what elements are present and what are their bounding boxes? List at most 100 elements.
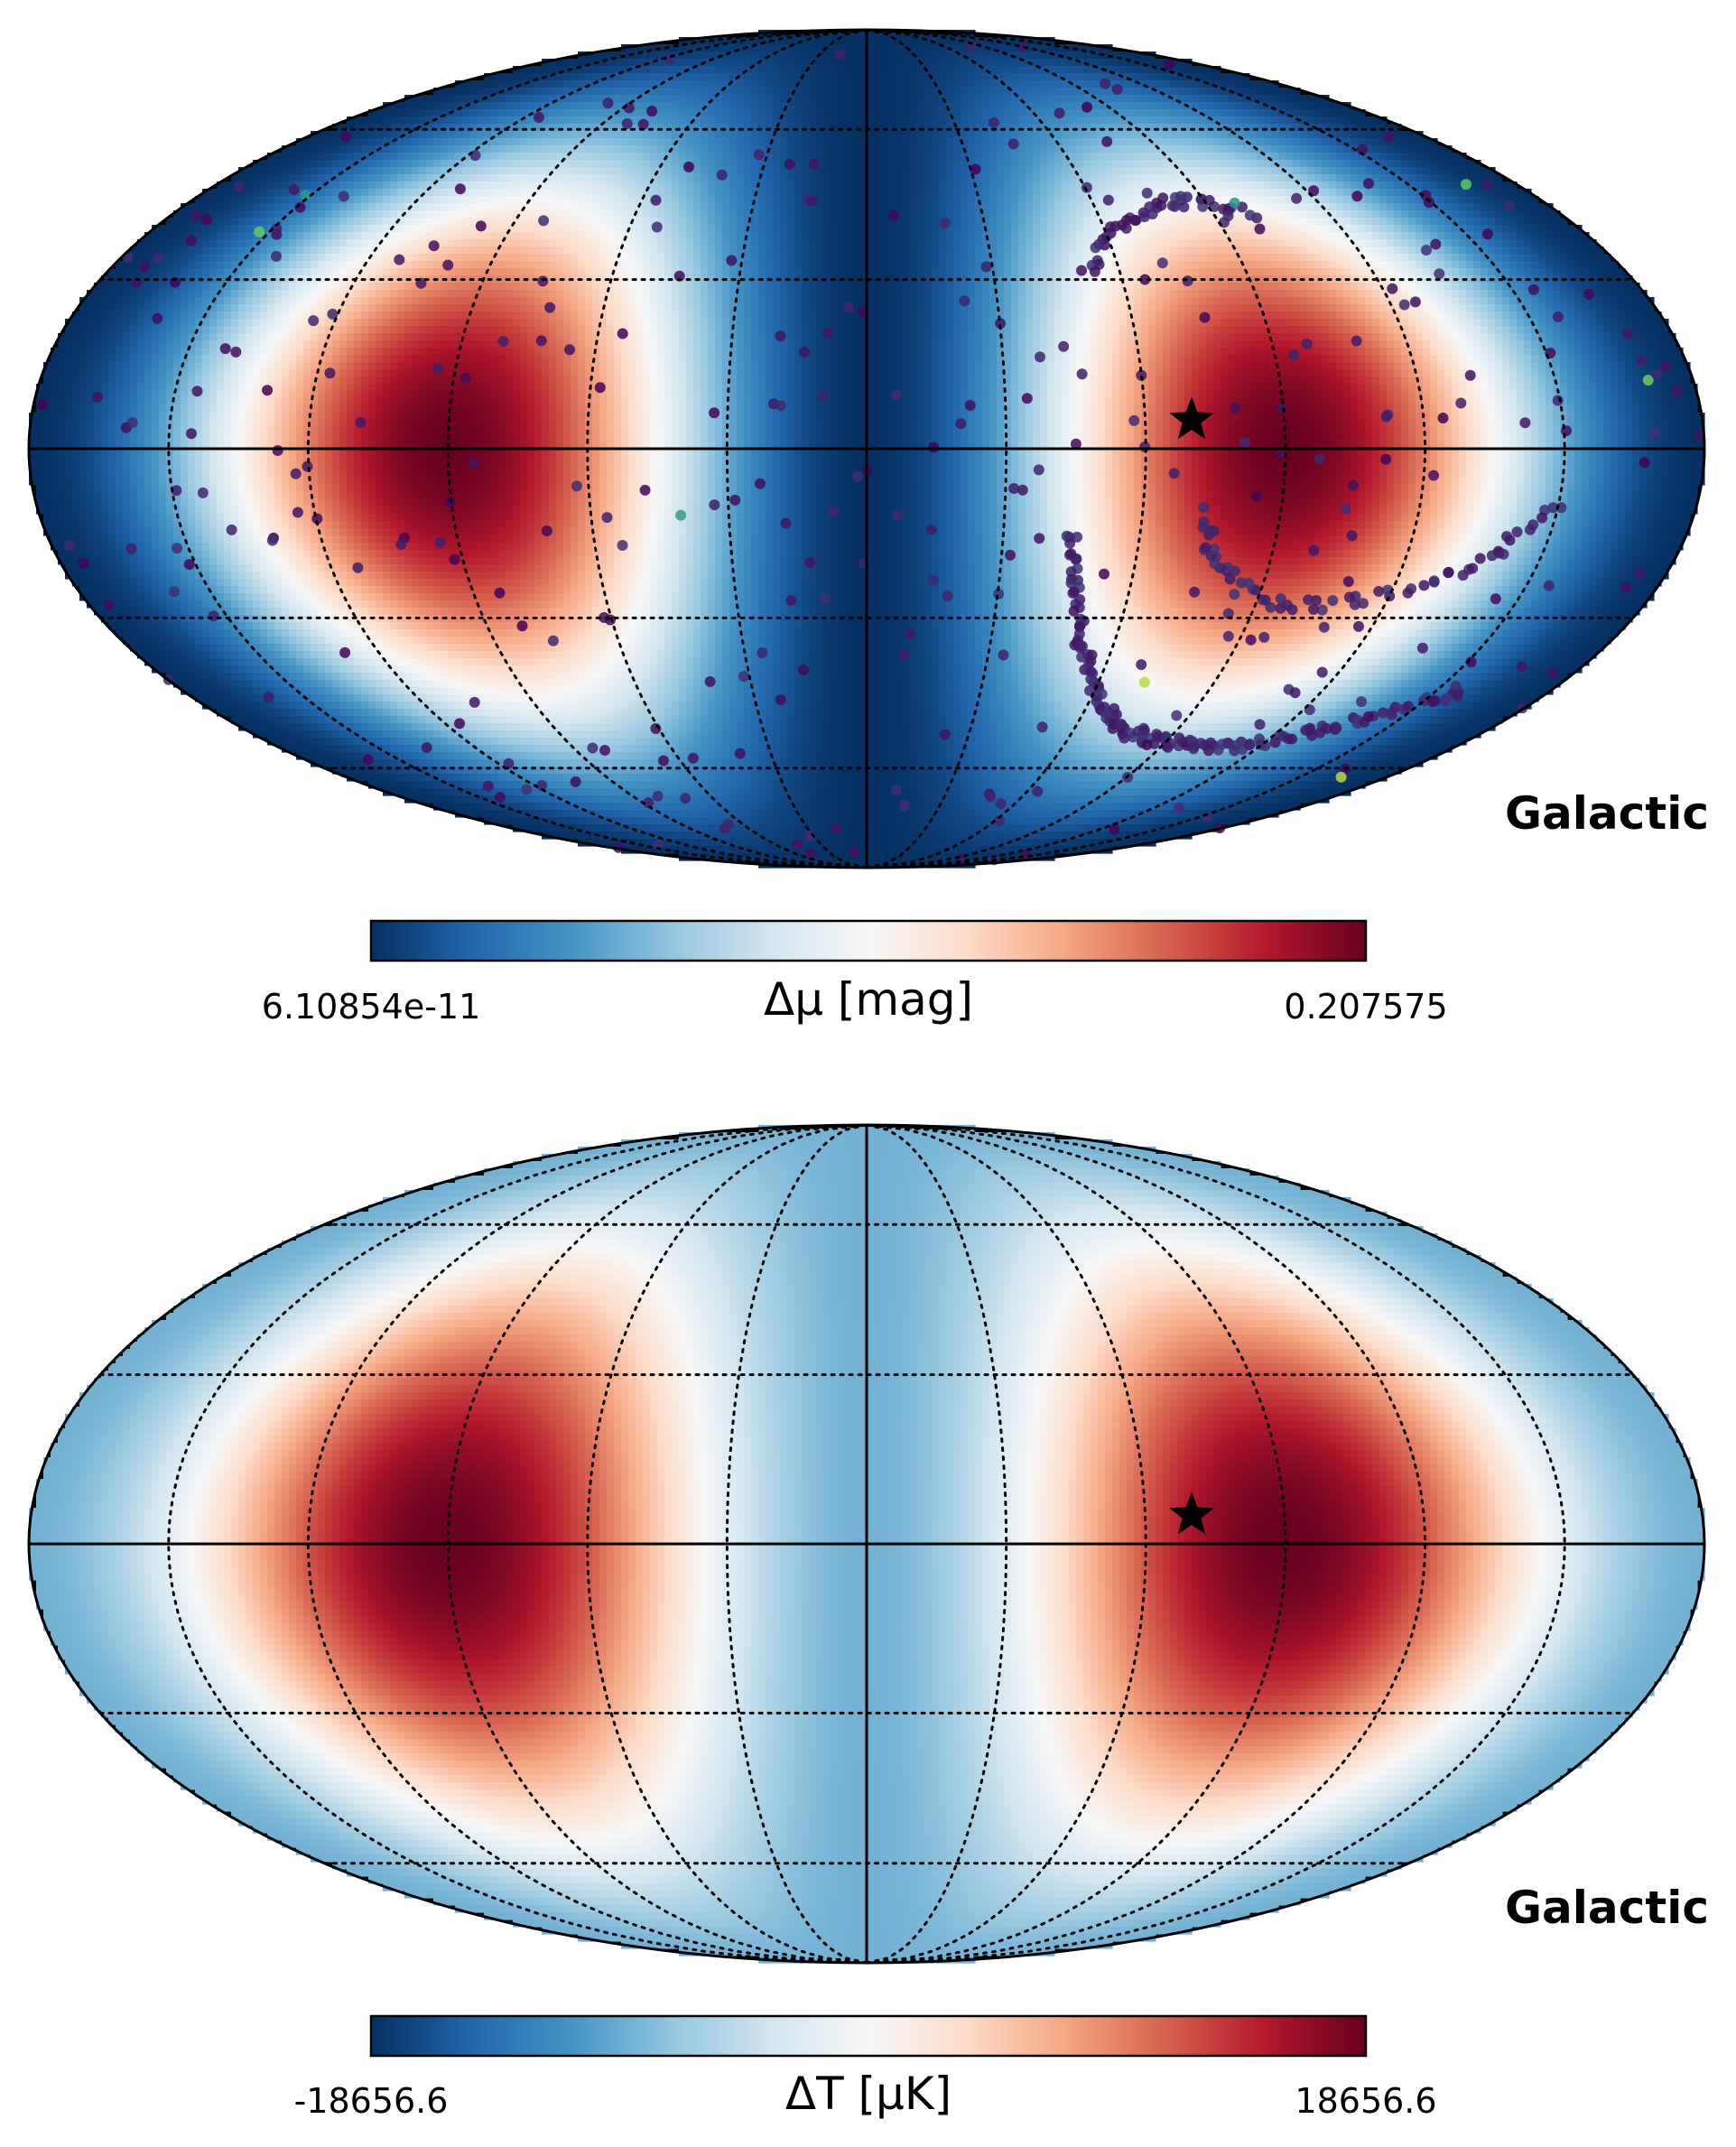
source-point	[820, 593, 831, 604]
source-point	[1583, 289, 1594, 300]
source-point	[302, 461, 312, 472]
source-point	[542, 525, 552, 536]
source-point	[651, 195, 662, 206]
source-point	[1236, 578, 1247, 589]
source-point	[888, 209, 899, 220]
source-point	[325, 367, 336, 378]
source-point	[1034, 533, 1044, 544]
source-point	[1202, 812, 1213, 823]
source-point	[432, 363, 443, 374]
source-point	[849, 847, 859, 858]
source-point	[1634, 568, 1645, 579]
source-point	[363, 754, 374, 765]
source-point	[1142, 188, 1153, 199]
source-point	[564, 344, 575, 355]
source-point	[273, 445, 283, 456]
source-point	[127, 417, 138, 428]
source-point	[817, 390, 828, 401]
source-point	[169, 586, 180, 597]
source-point	[339, 191, 349, 202]
source-point	[1380, 454, 1391, 465]
source-point	[775, 330, 786, 341]
source-point	[460, 373, 471, 384]
source-point	[1461, 179, 1471, 190]
source-point	[395, 539, 406, 550]
source-point	[1082, 102, 1092, 113]
source-point	[1223, 631, 1234, 642]
source-point	[1064, 538, 1075, 549]
source-point	[536, 335, 547, 346]
source-point	[925, 525, 936, 535]
colorbar-min-label: 6.10854e-11	[262, 987, 481, 1027]
source-point	[719, 823, 730, 833]
source-point	[469, 458, 479, 469]
source-point	[254, 227, 265, 237]
source-point	[1037, 721, 1048, 732]
source-point	[92, 392, 103, 403]
source-point	[729, 495, 740, 506]
source-point	[1336, 772, 1347, 783]
source-point	[498, 336, 509, 347]
source-point	[892, 510, 903, 521]
source-point	[709, 499, 719, 510]
source-point	[705, 676, 716, 687]
source-point	[340, 132, 351, 143]
source-point	[450, 554, 460, 565]
source-point	[201, 214, 212, 225]
source-point	[126, 544, 137, 554]
source-point	[1054, 107, 1065, 118]
frame-label: Galactic	[1505, 1882, 1709, 1934]
source-point	[1076, 265, 1087, 276]
source-point	[172, 543, 182, 553]
source-point	[595, 382, 606, 393]
source-point	[1112, 84, 1123, 95]
source-point	[1286, 734, 1297, 745]
source-point	[1139, 677, 1150, 688]
source-point	[955, 418, 966, 429]
source-point	[1157, 257, 1168, 268]
source-point	[1128, 415, 1139, 426]
source-point	[521, 785, 532, 795]
source-point	[1527, 519, 1538, 530]
source-point	[1351, 336, 1362, 347]
source-point	[928, 575, 939, 586]
source-point	[1373, 586, 1384, 597]
source-point	[905, 628, 915, 639]
source-point	[1230, 198, 1240, 209]
source-point	[289, 184, 300, 195]
source-point	[1136, 659, 1147, 670]
source-point	[1363, 178, 1374, 189]
source-point	[835, 49, 846, 60]
source-point	[1198, 502, 1209, 513]
source-point	[1399, 300, 1410, 311]
source-point	[985, 791, 996, 802]
source-point	[1363, 711, 1374, 722]
source-point	[602, 512, 613, 523]
source-point	[455, 183, 466, 194]
colorbar: 6.10854e-11 0.207575 Δμ [mag]	[262, 921, 1448, 1027]
source-point	[1100, 79, 1110, 89]
colorbar-min-label: -18656.6	[294, 2081, 449, 2121]
source-point	[153, 253, 163, 264]
source-point	[1167, 200, 1178, 211]
source-point	[1189, 587, 1200, 598]
source-point	[1387, 710, 1397, 720]
source-point	[1660, 360, 1671, 371]
source-point	[1022, 393, 1033, 404]
source-point	[928, 441, 939, 452]
source-point	[1465, 370, 1476, 381]
source-point	[352, 562, 363, 573]
source-point	[1319, 622, 1330, 633]
source-point	[646, 106, 657, 116]
source-point	[996, 798, 1007, 809]
source-point	[394, 255, 404, 265]
source-point	[1032, 786, 1043, 797]
source-point	[680, 793, 691, 804]
source-point	[1200, 543, 1211, 553]
source-point	[1440, 695, 1451, 706]
source-point	[1090, 266, 1100, 277]
source-point	[571, 776, 581, 787]
source-point	[517, 620, 528, 631]
source-point	[1275, 603, 1286, 614]
source-point	[1200, 312, 1211, 323]
